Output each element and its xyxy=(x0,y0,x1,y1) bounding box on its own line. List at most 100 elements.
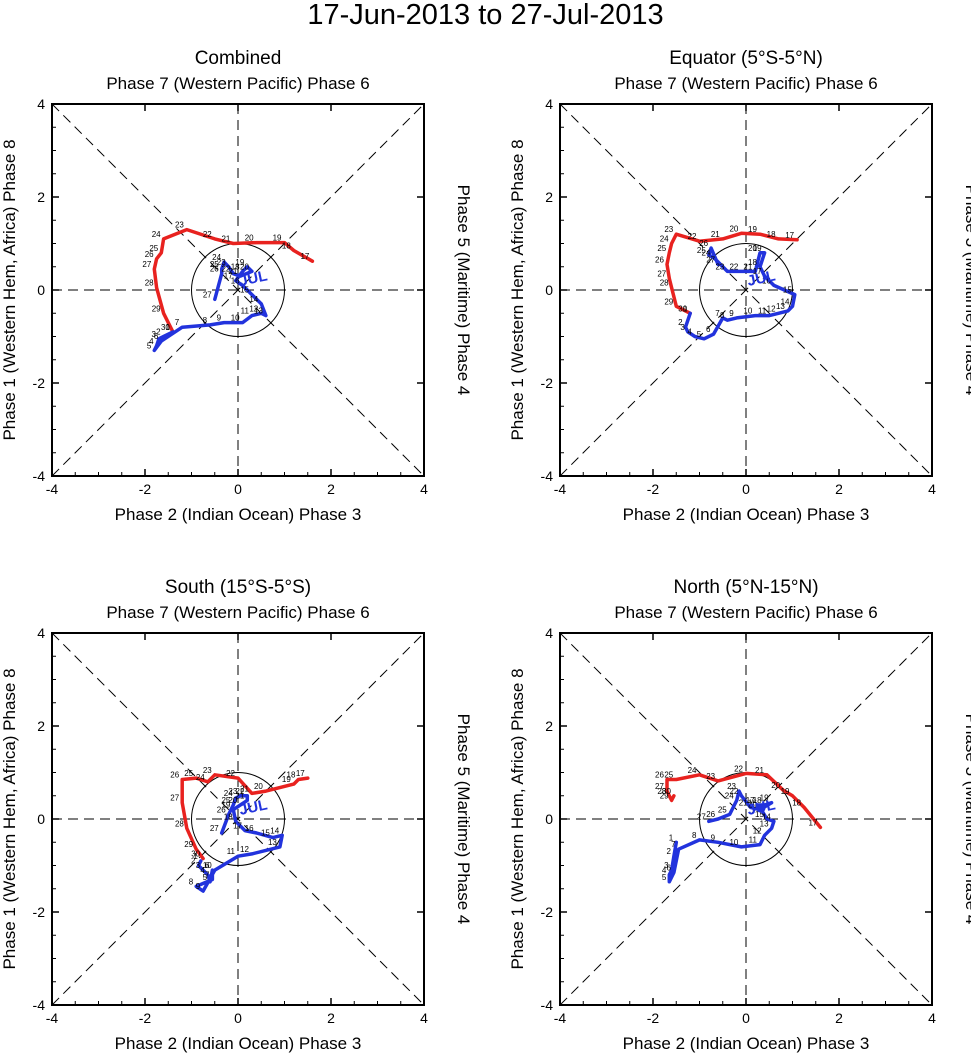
phase-diagram-4: North (5°N-15°N) Phase 7 (Western Pacific… xyxy=(508,577,971,1053)
y-tick-label: 4 xyxy=(37,96,45,112)
day-label: 2 xyxy=(191,857,196,866)
day-label: 5 xyxy=(147,341,152,350)
y-tick-label: 2 xyxy=(37,718,45,734)
day-label: 1 xyxy=(165,323,170,332)
day-label: 13 xyxy=(760,819,769,828)
day-label: 3 xyxy=(664,861,669,870)
day-label: 7 xyxy=(671,840,676,849)
day-label: 5 xyxy=(697,330,702,339)
right-axis-label: Phase 5 (Maritime) Phase 4 xyxy=(962,185,971,396)
day-label: 24 xyxy=(152,230,161,239)
day-label: 4 xyxy=(662,866,667,875)
day-label: 3 xyxy=(151,330,156,339)
y-tick-label: -4 xyxy=(541,997,554,1013)
day-label: 20 xyxy=(748,801,757,810)
day-label: 30 xyxy=(662,787,671,796)
day-label: 21 xyxy=(221,235,230,244)
day-label: 11 xyxy=(227,847,236,856)
day-label: 17 xyxy=(753,267,762,276)
y-tick-label: 4 xyxy=(545,96,553,112)
day-label: 20 xyxy=(245,234,254,243)
day-label: 22 xyxy=(729,262,738,271)
day-label: 10 xyxy=(729,838,738,847)
panel-title: North (5°N-15°N) xyxy=(673,577,818,598)
day-label: 22 xyxy=(734,764,743,773)
y-tick-label: -4 xyxy=(541,468,554,484)
right-axis-label: Phase 5 (Maritime) Phase 4 xyxy=(454,714,473,925)
day-label: 3 xyxy=(196,861,201,870)
x-tick-label: -4 xyxy=(46,481,59,497)
day-label: 26 xyxy=(699,239,708,248)
day-label: 24 xyxy=(212,253,221,262)
day-label: 28 xyxy=(175,819,184,828)
day-label: 17 xyxy=(785,231,794,240)
day-label: 27 xyxy=(706,255,715,264)
day-label: 22 xyxy=(203,230,212,239)
day-label: 25 xyxy=(210,260,219,269)
y-tick-label: -4 xyxy=(33,997,46,1013)
day-label: 14 xyxy=(762,812,771,821)
x-tick-label: -2 xyxy=(647,1010,660,1026)
y-tick-label: -2 xyxy=(541,904,554,920)
day-label: 22 xyxy=(729,787,738,796)
right-axis-label: Phase 5 (Maritime) Phase 4 xyxy=(454,185,473,396)
day-label: 17 xyxy=(233,822,242,831)
month-label: JUL xyxy=(238,267,269,290)
day-label: 8 xyxy=(720,311,725,320)
day-label: 27 xyxy=(657,269,666,278)
bottom-axis-label: Phase 2 (Indian Ocean) Phase 3 xyxy=(623,505,870,524)
day-label: 21 xyxy=(743,262,752,271)
day-label: 17 xyxy=(224,272,233,281)
day-label: 20 xyxy=(254,782,263,791)
y-tick-label: 2 xyxy=(545,189,553,205)
left-axis-label: Phase 1 (Western Hem, Africa) Phase 8 xyxy=(508,668,527,969)
day-label: 18 xyxy=(231,262,240,271)
day-label: 5 xyxy=(203,873,208,882)
day-label: 25 xyxy=(697,246,706,255)
day-label: 29 xyxy=(660,791,669,800)
day-label: 29 xyxy=(152,304,161,313)
day-label: 14 xyxy=(249,295,258,304)
day-label: 23 xyxy=(228,787,237,796)
day-label: 17 xyxy=(808,818,817,827)
phase-diagram-3: South (15°S-5°S) Phase 7 (Western Pacific… xyxy=(0,577,473,1053)
series-line-june xyxy=(152,227,315,334)
day-label: 21 xyxy=(235,791,244,800)
day-label: 18 xyxy=(792,798,801,807)
day-label: 20 xyxy=(228,796,237,805)
day-label: 9 xyxy=(196,882,201,891)
x-tick-label: 4 xyxy=(420,1010,428,1026)
top-axis-label: Phase 7 (Western Pacific) Phase 6 xyxy=(106,603,369,622)
x-tick-label: -4 xyxy=(554,1010,567,1026)
left-axis-label: Phase 1 (Western Hem, Africa) Phase 8 xyxy=(0,668,19,969)
day-label: 26 xyxy=(145,250,154,259)
y-tick-label: -4 xyxy=(33,468,46,484)
day-label: 13 xyxy=(254,307,263,316)
y-tick-label: 2 xyxy=(545,718,553,734)
day-label: 14 xyxy=(270,826,279,835)
day-label: 12 xyxy=(240,845,249,854)
day-label: 23 xyxy=(727,782,736,791)
day-label: 11 xyxy=(758,307,767,316)
series-line-june xyxy=(665,771,823,830)
day-label: 18 xyxy=(287,770,296,779)
day-label: 12 xyxy=(767,304,776,313)
day-label: 24 xyxy=(702,248,711,257)
day-label: 8 xyxy=(203,316,208,325)
day-label: 27 xyxy=(655,782,664,791)
day-label: 9 xyxy=(711,833,716,842)
day-label: 25 xyxy=(664,770,673,779)
day-label: 24 xyxy=(196,773,205,782)
day-label: 14 xyxy=(781,297,790,306)
series-line-july xyxy=(683,246,797,341)
day-label: 30 xyxy=(161,323,170,332)
day-label: 23 xyxy=(664,225,673,234)
day-label: 7 xyxy=(715,309,720,318)
x-tick-label: -2 xyxy=(139,481,152,497)
x-tick-label: -2 xyxy=(139,1010,152,1026)
x-tick-label: 0 xyxy=(234,1010,242,1026)
day-label: 18 xyxy=(282,241,291,250)
amplitude-circle xyxy=(191,772,285,866)
day-label: 28 xyxy=(145,279,154,288)
day-label: 1 xyxy=(193,852,198,861)
